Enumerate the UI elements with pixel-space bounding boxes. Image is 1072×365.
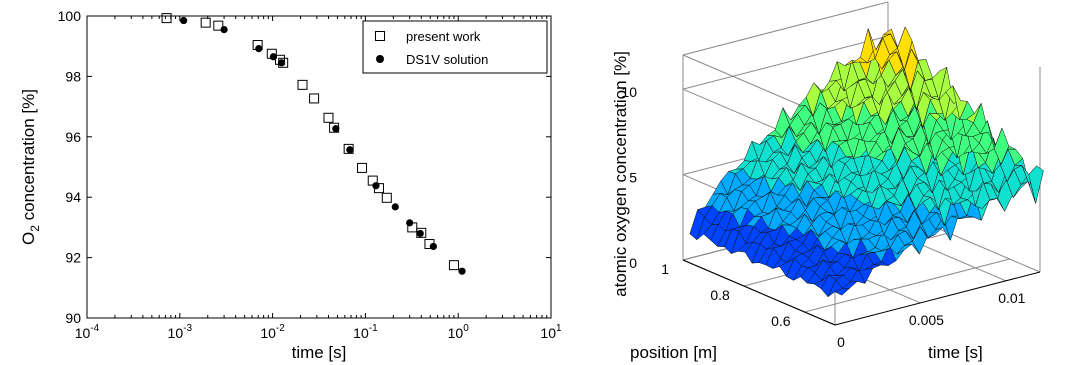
legend-marker-ds1v [376,55,384,63]
legend-marker-present-work [375,31,385,41]
y-tick-label: 94 [65,189,81,205]
position-tick-label: 1 [661,261,669,277]
data-point-ds1v [458,267,466,275]
right-time-axis-label: time [s] [928,343,983,362]
y-tick-label: 100 [58,8,82,24]
data-point-ds1v [180,16,188,25]
data-point-ds1v [346,146,354,154]
time-tick-label: 0 [837,334,845,350]
surface-facet [1028,165,1044,204]
data-point-ds1v [429,242,437,251]
data-point-present-work [213,20,224,31]
left-chart: 10-4 10-3 10-2 10-1 100 101 90 92 94 96 98 100 tim… [19,8,562,362]
data-point-present-work [448,260,459,271]
x-tick-label: 10-3 [168,323,193,341]
x-tick-label: 101 [540,323,562,341]
right-position-axis-label: position [m] [630,343,717,362]
y-tick-label: 98 [65,68,81,84]
left-axis-ticks [86,15,551,319]
left-x-tick-labels: 10-4 10-3 10-2 10-1 100 101 [75,323,562,341]
z-grid-back [682,35,889,90]
right-z-axis-label: atomic oxygen concentration [%] [611,51,630,297]
position-tick-label: 0.8 [710,287,730,303]
legend-label-present-work: present work [406,29,481,44]
data-point-present-work [161,13,172,24]
y-tick-label: 92 [65,250,81,266]
position-axis-line [682,259,836,326]
z-tick-label: 10 [621,84,637,100]
time-tick-label: 0.01 [998,290,1025,306]
data-point-ds1v [332,125,340,133]
time-axis-line [834,271,1041,326]
right-axis-tick-labels: 0 5 10 0 0.005 0.01 1 0.8 0.6 [621,84,1025,350]
data-point-ds1v [372,182,380,190]
time-tick-label: 0.005 [909,312,944,328]
y-tick-label: 90 [65,310,81,326]
legend-box [362,20,548,74]
z-tick-label: 5 [629,170,637,186]
x-tick-label: 10-4 [75,323,100,341]
data-point-ds1v [277,59,286,67]
x-tick-label: 10-2 [260,323,285,341]
data-point-present-work [357,162,368,173]
position-tick-label: 0.6 [771,313,791,329]
data-point-ds1v [220,25,228,34]
legend: present work DS1V solution [362,20,548,74]
pos-grid [804,258,1010,313]
data-point-ds1v [416,229,424,238]
left-y-tick-labels: 90 92 94 96 98 100 [58,8,82,326]
left-y-axis-label: O2 concentration [%] [19,89,42,245]
x-tick-label: 10-1 [353,323,378,341]
x-tick-label: 100 [448,323,470,341]
data-point-ds1v [255,45,263,53]
left-series-markers [161,13,466,275]
y-tick-label: 96 [65,129,81,145]
data-point-present-work [297,79,308,90]
data-point-ds1v [391,203,399,211]
data-point-present-work [323,112,334,123]
data-point-ds1v [406,219,414,227]
left-x-axis-label: time [s] [292,343,347,362]
data-point-present-work [200,17,211,28]
surface-mesh [689,26,1044,298]
z-tick-label: 0 [629,255,637,271]
back-top-edge [682,1,889,56]
right-chart: 0 5 10 0 0.005 0.01 1 0.8 0.6 atomic oxygen conc… [611,1,1044,362]
data-point-present-work [381,192,392,203]
data-point-ds1v [269,53,277,61]
legend-label-ds1v: DS1V solution [406,52,488,67]
data-point-present-work [309,93,320,104]
